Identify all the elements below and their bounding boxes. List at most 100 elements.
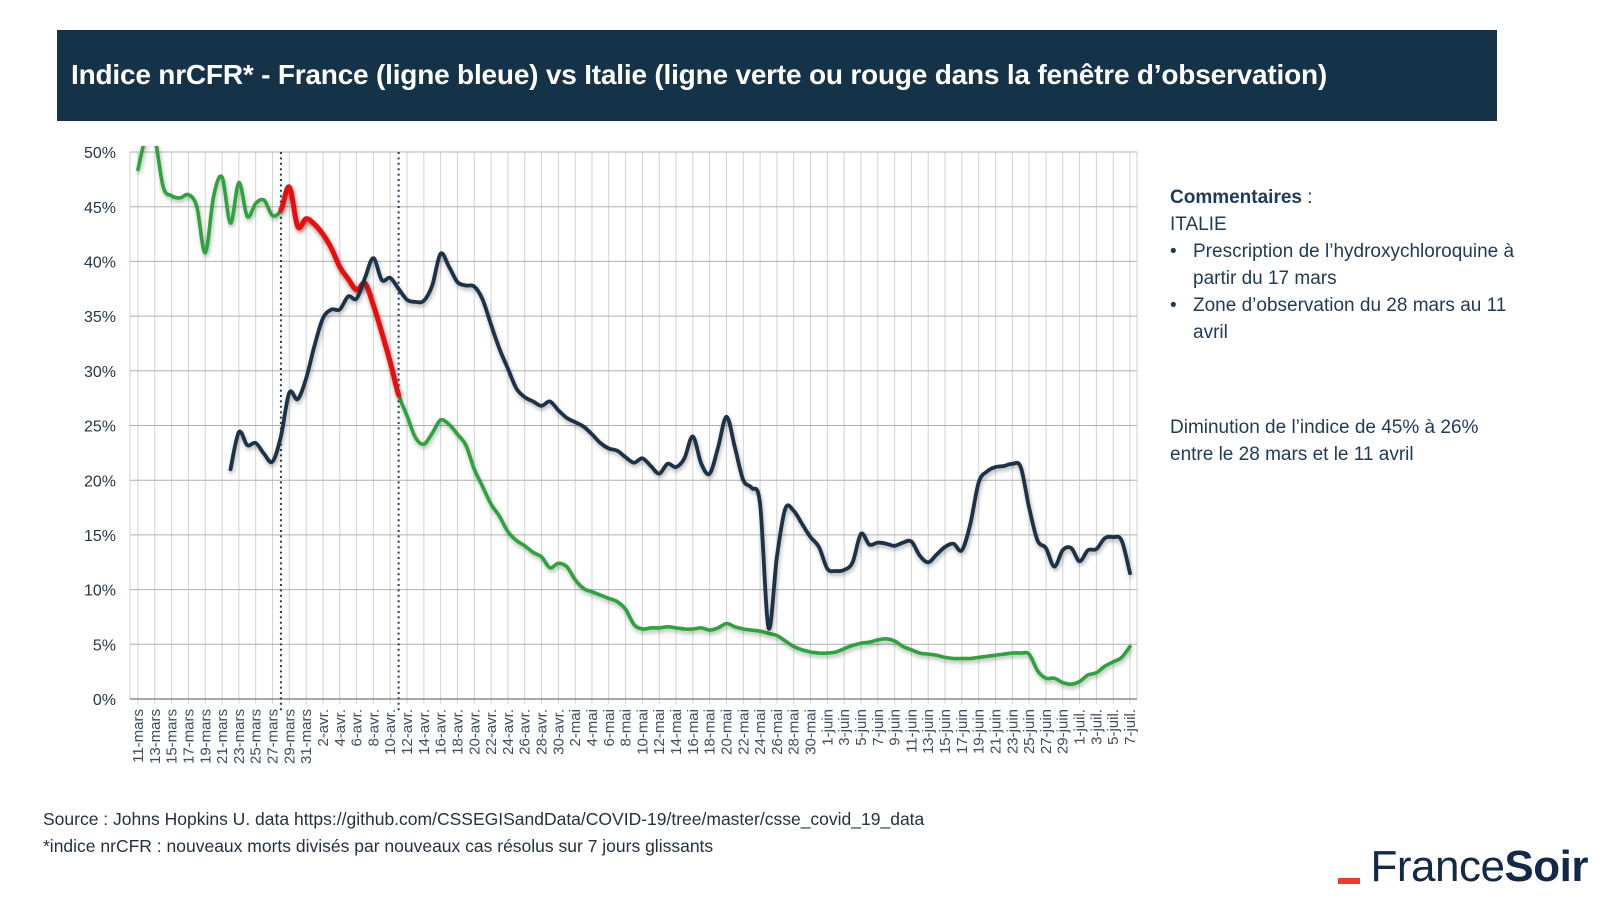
x-axis-labels: 11-mars 13-mars 15-mars 17-mars 19-mars 21-ma…	[130, 709, 1139, 764]
logo-text-france: France	[1370, 842, 1505, 891]
svg-text:25-mars: 25-mars	[248, 709, 265, 764]
svg-text:22-mai: 22-mai	[735, 709, 752, 755]
svg-text:18-mai: 18-mai	[702, 709, 719, 755]
svg-text:18-avr.: 18-avr.	[449, 709, 466, 755]
svg-text:29-mars: 29-mars	[281, 709, 298, 764]
comments-note: Diminution de l’indice de 45% à 26% entr…	[1170, 417, 1479, 465]
observation-window-lines	[279, 152, 400, 711]
france-line	[228, 251, 1132, 631]
y-axis-labels: 0% 5% 10% 15% 20% 25% 30% 35% 40% 45% 50%	[84, 145, 116, 709]
svg-text:11-juin: 11-juin	[903, 709, 920, 753]
svg-text:20%: 20%	[84, 473, 116, 490]
svg-text:2-avr.: 2-avr.	[315, 709, 332, 747]
svg-text:15%: 15%	[84, 528, 116, 545]
gridlines	[129, 151, 1138, 704]
svg-text:10-avr.: 10-avr.	[382, 709, 399, 755]
page-title: Indice nrCFR* - France (ligne bleue) vs …	[71, 59, 1328, 91]
svg-text:3-juil.: 3-juil.	[1088, 709, 1105, 745]
svg-text:40%: 40%	[84, 254, 116, 271]
svg-text:22-avr.: 22-avr.	[483, 709, 500, 755]
comments-panel: Commentaires : ITALIE • Prescription de …	[1170, 184, 1518, 468]
svg-text:20-mai: 20-mai	[718, 709, 735, 755]
svg-text:8-mai: 8-mai	[618, 709, 635, 747]
svg-text:10%: 10%	[84, 583, 116, 600]
bullet-text-1: Prescription de l’hydroxychloroquine à p…	[1193, 241, 1515, 289]
svg-text:24-avr.: 24-avr.	[500, 709, 517, 755]
svg-text:31-mars: 31-mars	[298, 709, 315, 764]
svg-text:8-avr.: 8-avr.	[365, 709, 382, 747]
svg-text:1-juin: 1-juin	[819, 709, 836, 746]
svg-text:30%: 30%	[84, 364, 116, 381]
svg-text:50%: 50%	[84, 145, 116, 162]
svg-text:11-mars: 11-mars	[130, 709, 147, 763]
svg-text:7-juin: 7-juin	[870, 709, 887, 746]
svg-text:1-juil.: 1-juil.	[1072, 709, 1089, 745]
svg-text:6-mai: 6-mai	[601, 709, 618, 747]
svg-text:25-juin: 25-juin	[1021, 709, 1038, 754]
svg-text:5-juin: 5-juin	[853, 709, 870, 746]
bullet-marker: •	[1170, 295, 1177, 316]
svg-text:14-avr.: 14-avr.	[416, 709, 433, 755]
svg-text:20-avr.: 20-avr.	[466, 709, 483, 755]
svg-text:24-mai: 24-mai	[752, 709, 769, 755]
svg-text:21-juin: 21-juin	[987, 709, 1004, 754]
svg-text:26-avr.: 26-avr.	[517, 709, 534, 755]
svg-text:12-avr.: 12-avr.	[399, 709, 416, 755]
svg-text:30-avr.: 30-avr.	[550, 709, 567, 755]
svg-text:17-mars: 17-mars	[180, 709, 197, 764]
svg-text:29-juin: 29-juin	[1055, 709, 1072, 754]
svg-text:6-avr.: 6-avr.	[349, 709, 366, 747]
francesoir-logo: France Soir	[1338, 845, 1588, 889]
svg-text:13-juin: 13-juin	[920, 709, 937, 754]
svg-text:5-juil.: 5-juil.	[1105, 709, 1122, 745]
svg-text:27-mars: 27-mars	[265, 709, 282, 764]
svg-text:12-mai: 12-mai	[651, 709, 668, 755]
svg-text:27-juin: 27-juin	[1038, 709, 1055, 754]
svg-text:7-juil.: 7-juil.	[1122, 709, 1139, 745]
comments-heading-colon: :	[1302, 187, 1313, 208]
svg-text:19-mars: 19-mars	[197, 709, 214, 764]
source-line-2: *indice nrCFR : nouveaux morts divisés p…	[43, 836, 714, 856]
svg-text:26-mai: 26-mai	[769, 709, 786, 755]
comments-list: • Prescription de l’hydroxychloroquine à…	[1170, 238, 1518, 346]
svg-text:17-juin: 17-juin	[954, 709, 971, 754]
svg-text:16-avr.: 16-avr.	[433, 709, 450, 755]
svg-text:3-juin: 3-juin	[836, 709, 853, 746]
svg-text:4-mai: 4-mai	[584, 709, 601, 747]
source-line-1: Source : Johns Hopkins U. data https://g…	[43, 809, 925, 829]
svg-text:13-mars: 13-mars	[147, 709, 164, 764]
list-item: • Zone d’observation du 28 mars au 11 av…	[1170, 292, 1518, 346]
svg-text:10-mai: 10-mai	[634, 709, 651, 755]
comments-subheading: ITALIE	[1170, 214, 1227, 235]
svg-text:23-juin: 23-juin	[1004, 709, 1021, 754]
svg-text:9-juin: 9-juin	[887, 709, 904, 746]
comments-heading-label: Commentaires	[1170, 187, 1302, 208]
logo-text-soir: Soir	[1504, 842, 1588, 891]
svg-text:16-mai: 16-mai	[685, 709, 702, 755]
svg-text:45%: 45%	[84, 200, 116, 217]
list-item: • Prescription de l’hydroxychloroquine à…	[1170, 238, 1518, 292]
svg-text:23-mars: 23-mars	[231, 709, 248, 764]
title-bar: Indice nrCFR* - France (ligne bleue) vs …	[57, 30, 1497, 121]
svg-text:0%: 0%	[93, 692, 116, 709]
svg-text:28-avr.: 28-avr.	[534, 709, 551, 755]
svg-text:14-mai: 14-mai	[668, 709, 685, 755]
bullet-text-2: Zone d’observation du 28 mars au 11 avri…	[1193, 295, 1507, 343]
svg-text:5%: 5%	[93, 637, 116, 654]
nrcfr-chart: 0%5%10%15%20%25%30%35%40%45%50%11-mars 13…	[84, 145, 1139, 764]
svg-text:19-juin: 19-juin	[971, 709, 988, 754]
source-note: Source : Johns Hopkins U. data https://g…	[43, 806, 924, 860]
svg-text:28-mai: 28-mai	[786, 709, 803, 755]
comments-heading: Commentaires :	[1170, 184, 1518, 211]
svg-text:30-mai: 30-mai	[803, 709, 820, 755]
svg-text:25%: 25%	[84, 419, 116, 436]
logo-underscore-mark	[1338, 878, 1361, 884]
svg-text:15-mars: 15-mars	[164, 709, 181, 764]
svg-text:15-juin: 15-juin	[937, 709, 954, 754]
observation-window-highlight-line	[278, 184, 402, 398]
svg-text:2-mai: 2-mai	[567, 709, 584, 747]
bullet-marker: •	[1170, 241, 1177, 262]
svg-text:4-avr.: 4-avr.	[332, 709, 349, 747]
svg-text:21-mars: 21-mars	[214, 709, 231, 764]
svg-text:35%: 35%	[84, 309, 116, 326]
